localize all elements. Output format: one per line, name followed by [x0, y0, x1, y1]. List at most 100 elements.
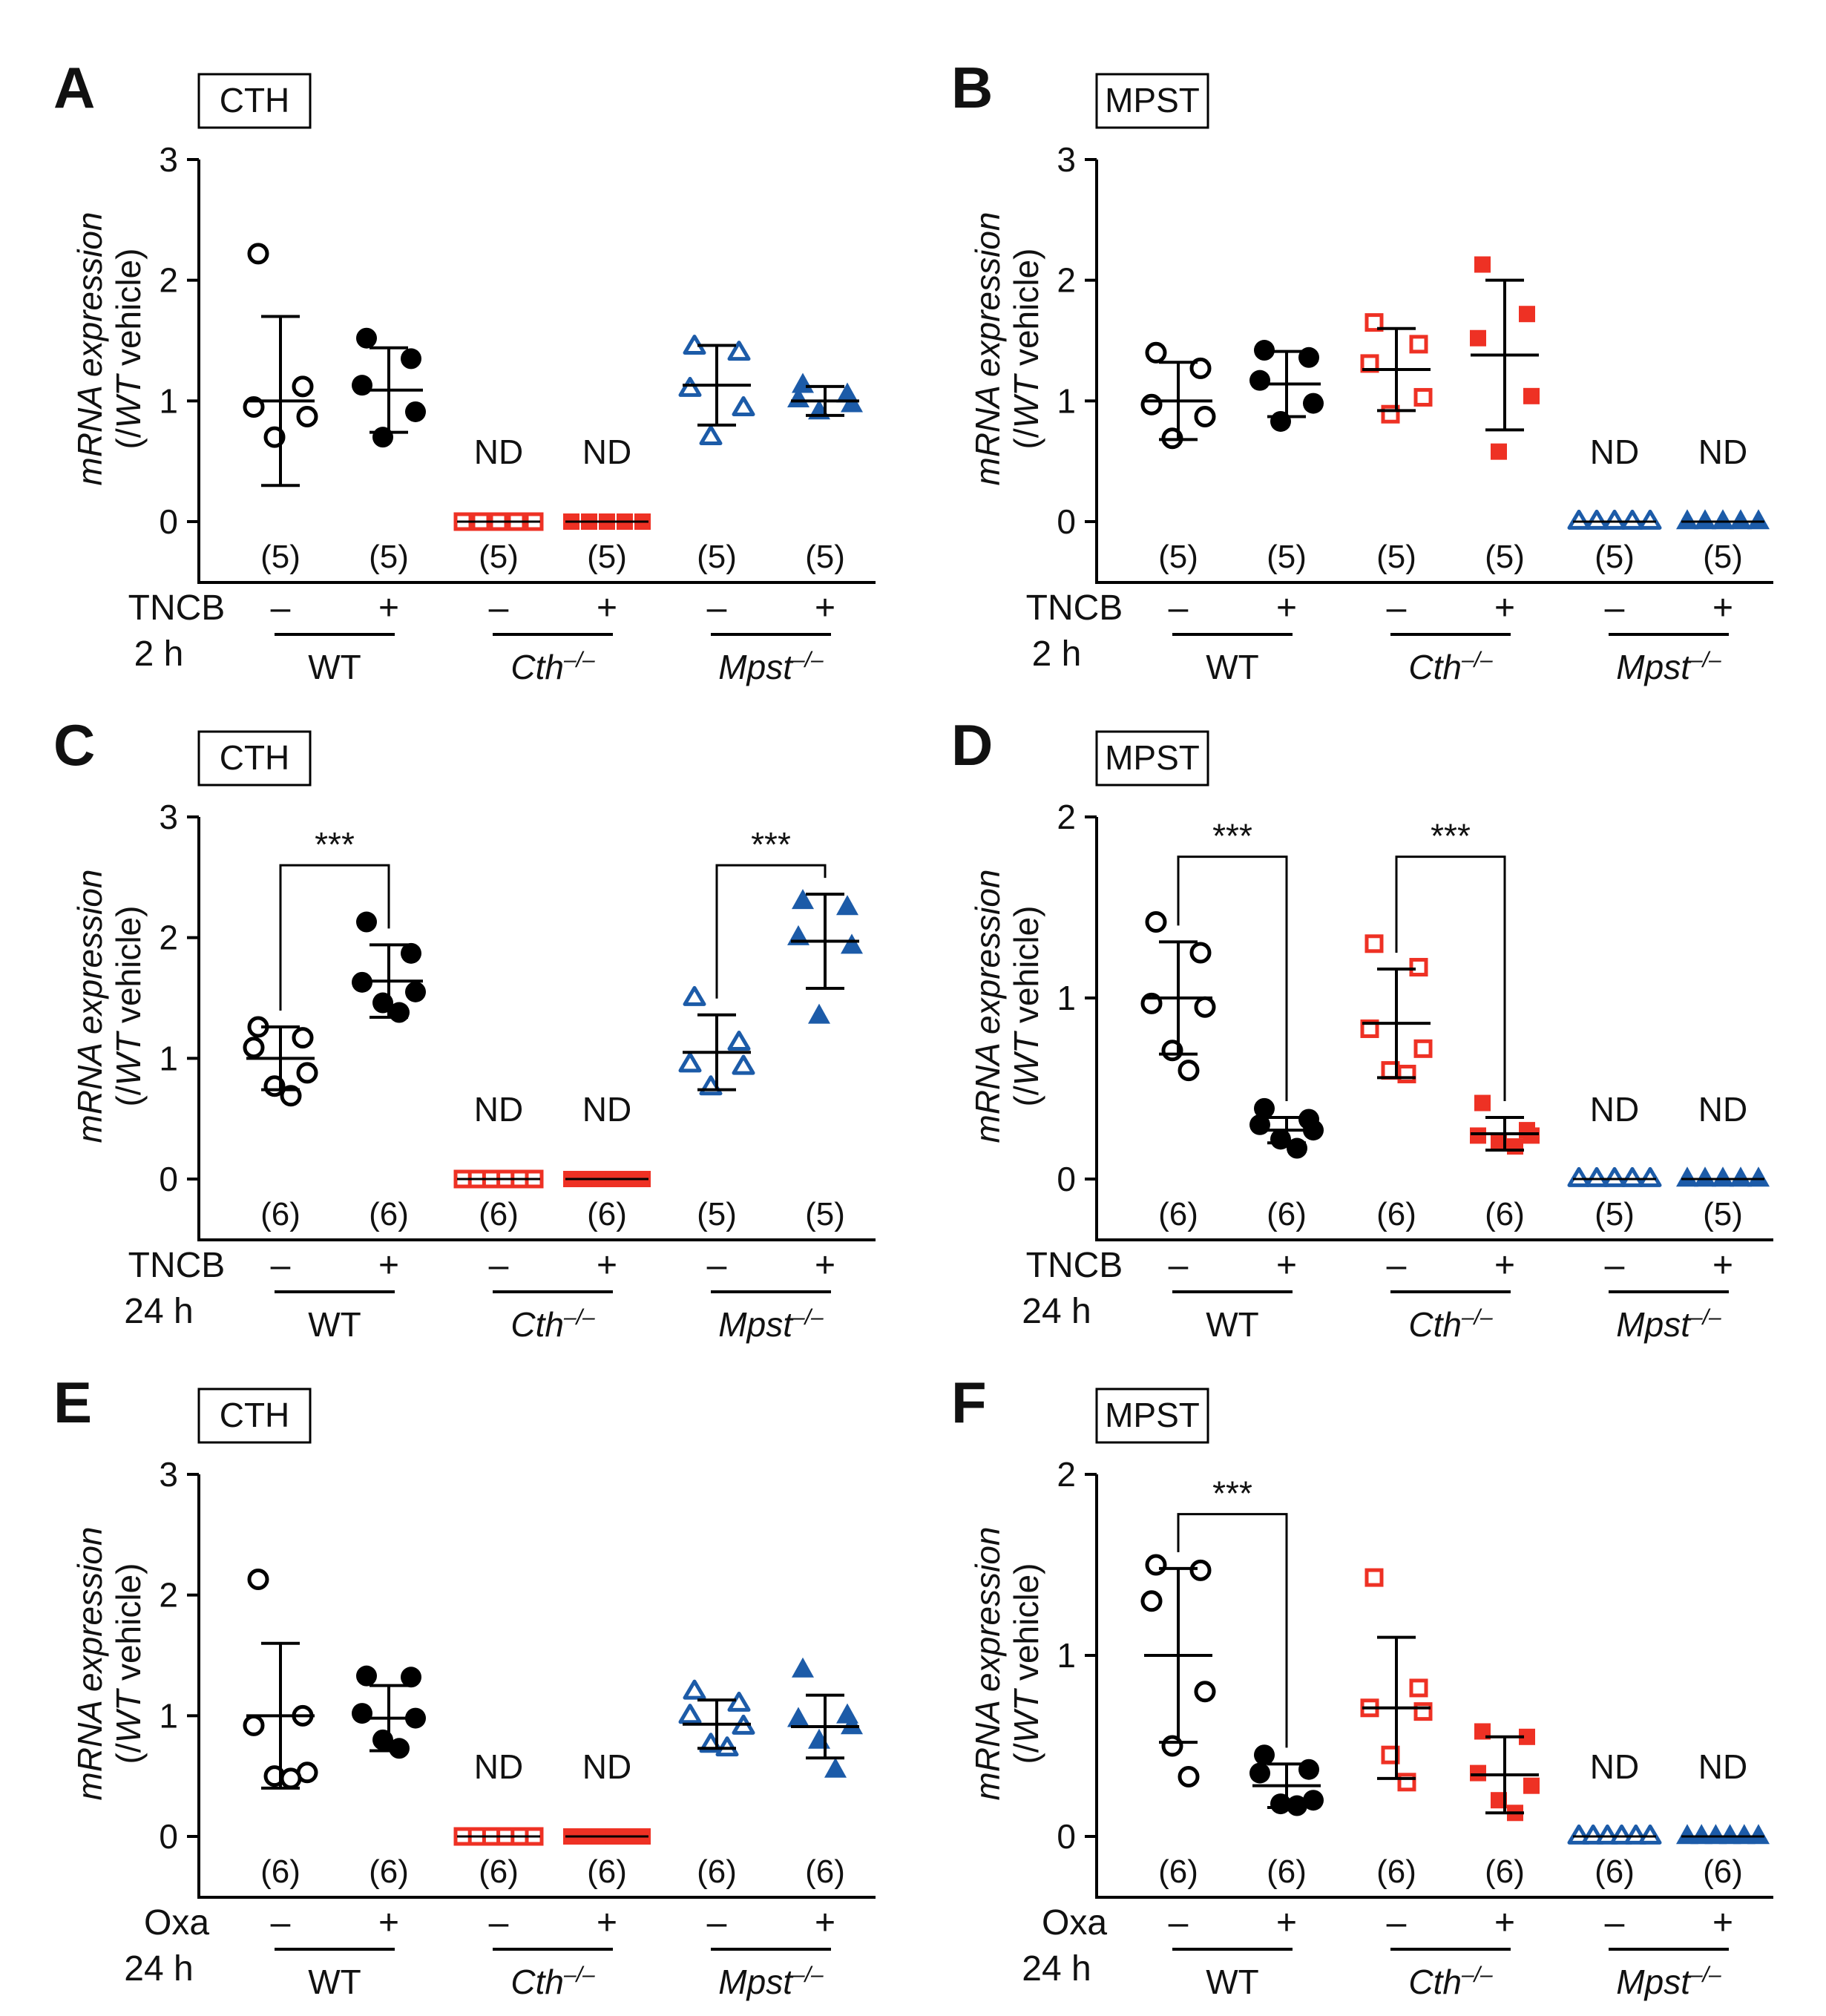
- group-WT-treated: [1249, 1097, 1324, 1159]
- panel-letter: E: [53, 1370, 92, 1435]
- group-WT-vehicle: [1140, 1554, 1216, 1787]
- group-Mpst-/--treated: [787, 372, 863, 420]
- data-point: [727, 341, 751, 361]
- gene-label: MPST: [1105, 81, 1200, 119]
- y-axis-label-line2: (/WT vehicle): [1007, 249, 1045, 450]
- treatment-sign: +: [1712, 1246, 1733, 1285]
- data-point: [1189, 942, 1212, 964]
- data-point: [1178, 1765, 1200, 1787]
- y-tick-label: 2: [159, 1576, 178, 1615]
- treatment-label: TNCB: [128, 1246, 226, 1285]
- group-label: Cth–/–: [1408, 648, 1493, 687]
- n-label: (6): [479, 1854, 519, 1890]
- data-point: [808, 1728, 830, 1749]
- y-tick-label: 0: [1057, 1160, 1076, 1198]
- data-point: [1364, 1568, 1384, 1587]
- significance-label: ***: [751, 825, 791, 864]
- significance-bracket: [1177, 856, 1288, 1102]
- nd-label: ND: [582, 433, 631, 471]
- n-label: (5): [1376, 539, 1416, 575]
- treatment-sign: –: [1605, 1246, 1625, 1285]
- data-point: [1581, 1824, 1605, 1845]
- n-label: (6): [805, 1854, 845, 1890]
- data-point: [1523, 387, 1540, 404]
- data-point: [808, 1003, 830, 1024]
- gene-label: CTH: [220, 1396, 290, 1434]
- y-axis-label: mRNA expression (/WT vehicle): [70, 870, 148, 1143]
- group-Mpst-/--treated: ND: [1676, 1090, 1770, 1187]
- y-tick-label: 1: [1057, 381, 1076, 420]
- data-point: [1747, 509, 1770, 530]
- treatment-sign: +: [815, 588, 835, 628]
- n-label: (6): [1376, 1196, 1416, 1232]
- nd-label: ND: [474, 433, 523, 471]
- group-Cth-/--vehicle: [1360, 313, 1433, 424]
- data-point: [727, 1031, 751, 1051]
- group-Cth-/--treated: [1470, 256, 1540, 460]
- data-point: [356, 327, 377, 349]
- nd-label: ND: [582, 1090, 631, 1129]
- data-point: [732, 1054, 755, 1075]
- data-point: [1249, 1114, 1270, 1135]
- group-label: Mpst–/–: [1616, 1305, 1721, 1344]
- y-tick-label: 1: [159, 1696, 178, 1735]
- n-label: (6): [369, 1196, 409, 1232]
- y-axis-label-line1: mRNA expression: [70, 870, 109, 1143]
- group-Mpst-/--vehicle: [678, 1679, 755, 1757]
- data-point: [715, 1736, 739, 1757]
- data-point: [389, 1002, 410, 1023]
- data-point: [1491, 1792, 1507, 1809]
- group-label: WT: [1206, 648, 1259, 686]
- n-label: (6): [1485, 1196, 1525, 1232]
- group-WT-treated: [1249, 340, 1324, 432]
- y-tick-label: 2: [159, 919, 178, 957]
- data-point: [1470, 1764, 1486, 1782]
- n-label: (6): [479, 1196, 519, 1232]
- treatment-sign: –: [489, 1903, 509, 1943]
- gene-label: CTH: [220, 81, 290, 119]
- data-point: [792, 372, 814, 393]
- y-axis-label-line2: (/WT vehicle): [109, 906, 148, 1107]
- treatment-label: Oxa: [1042, 1903, 1107, 1943]
- data-point: [1470, 329, 1486, 347]
- n-label: (6): [1158, 1854, 1198, 1890]
- treatment-sign: –: [489, 588, 509, 628]
- data-point: [1585, 1166, 1609, 1187]
- group-WT-vehicle: [1140, 341, 1216, 450]
- n-label: (5): [1158, 539, 1198, 575]
- data-point: [1595, 1824, 1619, 1845]
- n-label: (6): [369, 1854, 409, 1890]
- data-point: [1638, 1166, 1662, 1187]
- y-tick-label: 0: [159, 1160, 178, 1198]
- group-WT-vehicle: [243, 1569, 318, 1790]
- data-point: [1364, 934, 1384, 953]
- group-Cth-/--treated: [1470, 1094, 1540, 1155]
- y-tick-label: 1: [159, 381, 178, 420]
- treatment-sign: –: [1387, 1246, 1407, 1285]
- n-label: (5): [1595, 1196, 1635, 1232]
- group-WT-vehicle: [243, 243, 318, 487]
- treatment-sign: +: [815, 1246, 835, 1285]
- group-Mpst-/--vehicle: ND: [1567, 1090, 1662, 1187]
- data-point: [1694, 509, 1716, 530]
- group-label: WT: [1206, 1963, 1259, 2001]
- treatment-sign: –: [1169, 1246, 1189, 1285]
- data-point: [1474, 256, 1491, 273]
- panel-letter: D: [951, 712, 993, 778]
- data-point: [1287, 1795, 1307, 1816]
- treatment-sign: +: [1276, 588, 1297, 628]
- group-label: Mpst–/–: [1616, 648, 1721, 687]
- data-point: [1747, 1824, 1770, 1845]
- data-point: [841, 1714, 863, 1735]
- gene-label: MPST: [1105, 1396, 1200, 1434]
- treatment-sign: +: [597, 1903, 617, 1943]
- y-tick-label: 1: [1057, 979, 1076, 1017]
- treatment-sign: –: [1605, 1903, 1625, 1943]
- data-point: [841, 933, 863, 954]
- data-point: [1567, 1824, 1591, 1845]
- group-Mpst-/--treated: ND: [1676, 1747, 1770, 1845]
- data-point: [401, 1667, 421, 1688]
- nd-label: ND: [1698, 1747, 1747, 1786]
- data-point: [1624, 1824, 1648, 1845]
- data-point: [401, 348, 421, 370]
